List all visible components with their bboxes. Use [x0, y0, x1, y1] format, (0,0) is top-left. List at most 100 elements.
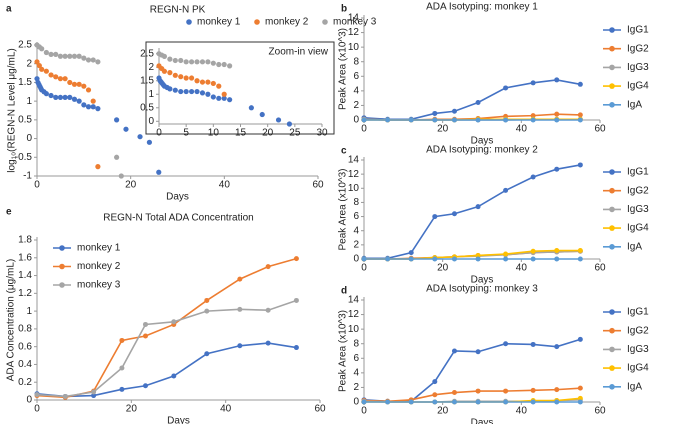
panel-label: d: [341, 286, 347, 297]
data-point: [67, 94, 73, 100]
y-tick-label: 0.2: [18, 377, 32, 388]
data-point: [142, 321, 148, 327]
data-point: [554, 77, 560, 83]
data-point: [71, 53, 78, 59]
x-tick-label: 40: [516, 406, 528, 417]
data-point: [137, 134, 143, 140]
data-point: [451, 211, 457, 217]
data-point: [204, 351, 210, 357]
data-point: [451, 117, 457, 123]
data-point: [205, 59, 211, 65]
data-point: [530, 113, 536, 119]
data-point: [530, 341, 536, 347]
data-point: [503, 187, 509, 193]
data-point: [205, 79, 211, 85]
data-point: [293, 297, 299, 303]
data-point: [475, 256, 481, 262]
legend-label: monkey 3: [333, 17, 377, 28]
data-point: [167, 56, 173, 62]
legend-label: IgA: [627, 381, 642, 392]
x-tick-label: 30: [316, 128, 328, 139]
y-tick-label: 12: [348, 27, 360, 38]
data-point: [221, 61, 227, 68]
data-point: [34, 392, 40, 398]
legend-label: monkey 1: [197, 17, 241, 28]
y-tick-label: 0: [148, 116, 154, 127]
y-tick-label: 0: [26, 133, 32, 144]
y-tick-label: 0.8: [18, 324, 32, 335]
data-point: [221, 95, 227, 101]
data-point: [118, 173, 124, 179]
data-point: [451, 348, 457, 354]
data-point: [119, 365, 125, 371]
x-tick-label: 0: [361, 263, 367, 274]
y-tick-label: 2: [148, 62, 154, 73]
y-tick-label: -0.5: [15, 152, 33, 163]
data-point: [85, 104, 92, 110]
legend-marker: [254, 19, 260, 25]
data-point: [475, 204, 481, 210]
data-point: [432, 214, 438, 220]
data-point: [530, 80, 536, 86]
legend-marker: [609, 27, 615, 33]
legend-marker: [609, 102, 615, 108]
y-tick-label: 2: [353, 239, 359, 250]
data-point: [57, 53, 64, 59]
y-tick-label: 12: [348, 309, 360, 320]
data-point: [475, 100, 481, 106]
legend-label: monkey 1: [77, 243, 121, 254]
data-point: [85, 87, 92, 93]
data-point: [161, 53, 168, 60]
legend-marker: [609, 169, 615, 175]
data-point: [432, 117, 438, 123]
y-tick-label: 0.5: [18, 114, 32, 125]
x-axis-label: Days: [471, 136, 494, 147]
data-point: [189, 75, 195, 81]
x-tick-label: 10: [208, 128, 220, 139]
data-point: [577, 395, 583, 401]
legend-marker: [609, 244, 615, 250]
y-tick-label: 0.5: [140, 102, 154, 113]
data-point: [503, 388, 509, 394]
data-point: [385, 256, 391, 262]
y-tick-label: 6: [353, 71, 359, 82]
data-point: [39, 46, 45, 52]
data-point: [161, 68, 168, 74]
data-point: [81, 102, 87, 108]
data-point: [503, 251, 509, 257]
data-point: [451, 390, 457, 396]
data-point: [199, 59, 206, 65]
legend-label: IgA: [627, 241, 642, 252]
x-tick-label: 0: [34, 180, 40, 191]
panel-label: a: [6, 4, 12, 15]
y-tick-label: 6: [353, 211, 359, 222]
data-point: [91, 389, 97, 395]
y-tick-label: 1.8: [18, 235, 32, 246]
x-tick-label: 60: [314, 404, 326, 415]
data-point: [227, 97, 233, 103]
data-point: [34, 59, 40, 65]
data-point: [172, 72, 178, 78]
data-point: [142, 383, 148, 389]
y-tick-label: 6: [353, 353, 359, 364]
y-tick-label: 10: [348, 183, 360, 194]
data-point: [475, 349, 481, 355]
y-tick-label: 1.6: [18, 252, 32, 263]
legend-label: IgG3: [627, 204, 649, 215]
data-point: [81, 83, 87, 89]
legend-label: IgG4: [627, 223, 649, 234]
data-point: [298, 143, 303, 148]
data-point: [451, 256, 457, 262]
y-tick-label: 10: [348, 42, 360, 53]
x-tick-label: 0: [156, 128, 162, 139]
legend-label: IgG3: [627, 344, 649, 355]
panel-label: b: [341, 4, 347, 15]
legend-label: IgG2: [627, 43, 649, 54]
data-point: [57, 94, 64, 100]
y-tick-label: 2: [353, 382, 359, 393]
data-point: [577, 336, 583, 342]
data-point: [48, 51, 54, 57]
data-point: [210, 60, 216, 66]
data-point: [48, 72, 54, 78]
